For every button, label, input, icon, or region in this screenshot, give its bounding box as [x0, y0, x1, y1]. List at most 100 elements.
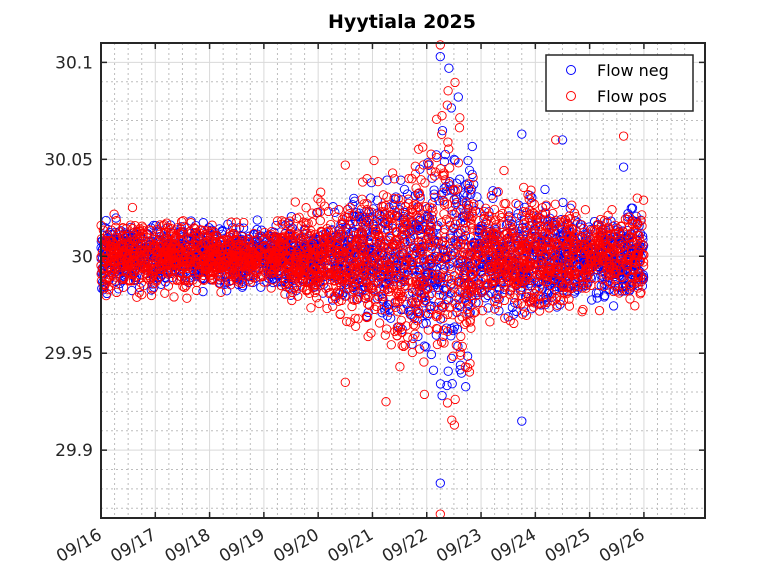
data-point	[396, 315, 406, 326]
data-point	[226, 217, 236, 227]
data-point	[448, 351, 458, 361]
data-point	[462, 351, 473, 361]
data-point	[411, 183, 421, 193]
data-point	[202, 250, 212, 260]
data-point	[519, 262, 529, 272]
data-point	[422, 310, 433, 321]
data-point	[427, 269, 437, 280]
data-point	[531, 210, 542, 221]
data-point	[193, 240, 203, 250]
outlier-point	[557, 135, 568, 145]
data-point	[437, 125, 448, 136]
data-point	[634, 257, 645, 267]
data-point	[385, 263, 395, 273]
data-point	[466, 270, 476, 280]
data-point	[500, 313, 510, 323]
data-point	[118, 282, 129, 292]
data-point	[389, 255, 400, 266]
data-point	[439, 197, 450, 207]
data-point	[371, 249, 381, 259]
data-point	[447, 415, 457, 425]
data-point	[599, 225, 609, 235]
data-point	[455, 113, 465, 123]
data-point	[589, 225, 600, 235]
data-point	[230, 268, 241, 278]
data-point	[224, 237, 234, 248]
data-point	[442, 326, 453, 337]
data-point	[107, 252, 118, 263]
data-point	[466, 240, 476, 250]
data-point	[404, 173, 414, 184]
data-point	[231, 274, 241, 284]
data-point	[198, 274, 208, 285]
data-point	[412, 286, 422, 297]
data-point	[421, 342, 431, 352]
data-point	[625, 294, 635, 304]
data-point	[527, 275, 537, 286]
data-point	[553, 277, 564, 288]
data-point	[413, 331, 423, 342]
data-point	[431, 150, 442, 160]
data-point	[608, 301, 619, 311]
data-point	[369, 155, 379, 166]
data-point	[537, 202, 548, 213]
data-point	[356, 204, 367, 214]
data-point	[445, 163, 455, 173]
data-point	[297, 276, 308, 286]
data-point	[200, 230, 210, 240]
data-point	[475, 249, 485, 259]
data-point	[111, 216, 121, 226]
data-point	[545, 244, 555, 254]
data-point	[419, 341, 430, 351]
data-point	[447, 379, 457, 389]
data-point	[366, 235, 377, 246]
data-point	[523, 190, 533, 200]
data-point	[132, 292, 142, 302]
chart-title: Hyytiala 2025	[328, 11, 476, 33]
data-point	[400, 240, 410, 250]
data-point	[442, 253, 452, 263]
data-point	[353, 314, 363, 324]
data-point	[633, 283, 643, 293]
data-point	[415, 191, 425, 201]
data-point	[455, 360, 466, 370]
data-point	[299, 265, 309, 275]
data-point	[626, 271, 636, 282]
series-flow-pos	[96, 40, 649, 519]
data-point	[446, 353, 457, 364]
data-point	[154, 229, 165, 240]
data-point	[435, 379, 446, 389]
data-point	[373, 246, 383, 256]
grid-lines	[100, 42, 705, 518]
data-point	[198, 286, 208, 297]
data-point	[399, 184, 410, 195]
data-point	[490, 304, 500, 314]
data-point	[467, 264, 477, 274]
data-point	[529, 199, 539, 209]
data-point	[496, 219, 507, 230]
data-point	[429, 251, 440, 261]
data-point	[425, 227, 435, 237]
data-point	[542, 297, 552, 307]
data-point	[524, 194, 534, 204]
data-point	[347, 200, 358, 210]
data-point	[500, 236, 510, 246]
data-point	[278, 276, 288, 286]
data-point	[521, 226, 531, 236]
data-point	[499, 165, 509, 176]
data-point	[406, 310, 417, 320]
data-point	[408, 297, 418, 308]
data-point	[276, 280, 286, 291]
data-point	[398, 341, 409, 352]
data-point	[465, 185, 475, 195]
data-point	[552, 240, 563, 250]
data-point	[431, 330, 441, 340]
data-point	[391, 262, 401, 273]
data-point	[439, 325, 449, 335]
data-point	[230, 254, 240, 265]
data-point	[382, 175, 392, 185]
data-point	[384, 284, 394, 294]
data-point	[148, 284, 158, 294]
data-point	[447, 310, 458, 320]
data-point	[507, 220, 518, 230]
